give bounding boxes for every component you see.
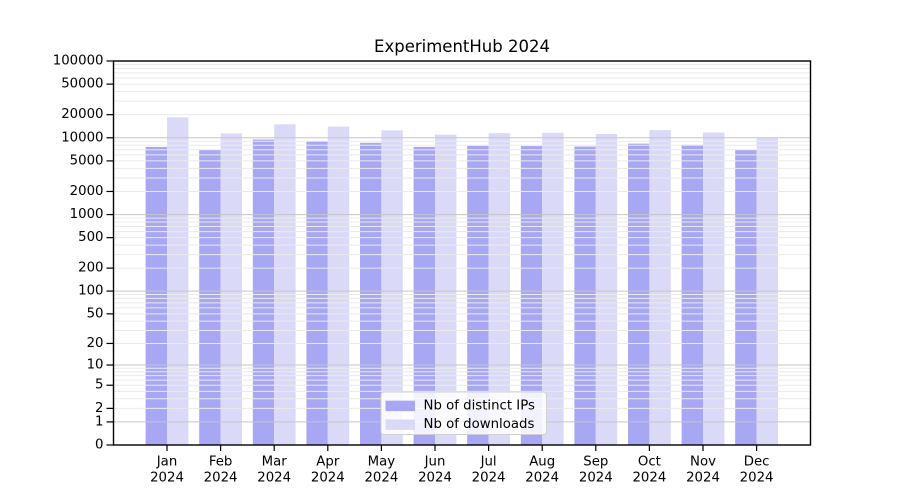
- legend-box: [380, 391, 547, 435]
- bar-downloads-oct: [649, 130, 671, 445]
- bar-downloads-aug: [542, 132, 564, 446]
- x-axis: Jan2024Feb2024Mar2024Apr2024May2024Jun20…: [150, 445, 774, 486]
- x-tick-label-month: Feb: [209, 455, 233, 470]
- x-tick-label-year: 2024: [418, 471, 452, 486]
- x-tick-label-month: Sep: [583, 455, 608, 470]
- y-tick-label: 500: [78, 230, 103, 245]
- x-tick-label-year: 2024: [686, 471, 720, 486]
- plot-frame: [112, 60, 812, 446]
- y-tick-label: 2000: [70, 184, 104, 199]
- y-tick-label: 100: [78, 284, 103, 299]
- x-tick-label-month: Jun: [424, 455, 446, 470]
- legend-label-downloads: Nb of downloads: [424, 417, 535, 432]
- x-tick-label-month: Dec: [744, 455, 770, 470]
- y-tick-label: 5000: [70, 153, 104, 168]
- bar-downloads-may: [381, 130, 403, 445]
- bar-downloads-feb: [220, 133, 242, 445]
- bar-distinct-ips-jun: [413, 146, 435, 445]
- legend-label-distinct-ips: Nb of distinct IPs: [424, 398, 536, 413]
- bar-downloads-jun: [435, 134, 457, 445]
- y-tick-label: 20000: [61, 107, 103, 122]
- bar-distinct-ips-jan: [145, 146, 167, 445]
- bar-downloads-mar: [274, 124, 296, 446]
- bar-distinct-ips-apr: [306, 141, 328, 445]
- bar-distinct-ips-sep: [574, 146, 596, 445]
- x-tick-label-month: May: [368, 455, 396, 470]
- legend: Nb of distinct IPs Nb of downloads: [380, 391, 547, 435]
- y-tick-label: 1000: [70, 207, 104, 222]
- bar-downloads-apr: [327, 126, 350, 445]
- bar-distinct-ips-dec: [735, 149, 757, 445]
- bar-downloads-jan: [167, 117, 189, 445]
- x-tick-label-month: Jan: [156, 455, 178, 470]
- x-tick-label-month: Aug: [529, 455, 555, 470]
- y-tick-label: 50: [87, 306, 104, 321]
- y-tick-label: 50000: [61, 77, 103, 92]
- x-tick-label-year: 2024: [257, 471, 291, 486]
- bar-downloads-sep: [595, 134, 618, 445]
- x-tick-label-year: 2024: [311, 471, 345, 486]
- x-tick-label-year: 2024: [204, 471, 238, 486]
- y-tick-label: 5: [95, 378, 103, 393]
- bar-downloads-nov: [703, 132, 725, 445]
- y-tick-label: 100000: [53, 53, 104, 68]
- x-tick-label-year: 2024: [364, 471, 398, 486]
- x-tick-label-year: 2024: [472, 471, 506, 486]
- x-tick-label-month: Nov: [690, 455, 716, 470]
- x-tick-label-month: Jul: [480, 455, 497, 470]
- bar-distinct-ips-aug: [520, 146, 543, 445]
- bar-distinct-ips-feb: [199, 149, 221, 445]
- y-tick-label: 10: [87, 358, 104, 373]
- chart-title: ExperimentHub 2024: [374, 37, 550, 56]
- y-tick-label: 2: [95, 401, 103, 416]
- y-axis: 1000005000020000100005000200010005002001…: [53, 53, 114, 453]
- y-tick-label: 200: [78, 261, 103, 276]
- y-tick-label: 0: [95, 438, 103, 453]
- legend-swatch-distinct-ips: [385, 400, 415, 412]
- y-tick-label: 10000: [61, 130, 103, 145]
- legend-swatch-downloads: [385, 419, 415, 430]
- bar-downloads-jul: [488, 133, 510, 445]
- x-tick-label-month: Oct: [638, 455, 661, 470]
- x-tick-label-year: 2024: [525, 471, 559, 486]
- x-tick-label-year: 2024: [740, 471, 774, 486]
- minor-gridlines: [113, 64, 811, 409]
- x-tick-label-year: 2024: [632, 471, 666, 486]
- x-tick-label-year: 2024: [150, 471, 184, 486]
- x-tick-label-month: Apr: [316, 455, 340, 470]
- x-tick-label-year: 2024: [579, 471, 613, 486]
- bar-distinct-ips-may: [360, 142, 382, 445]
- x-tick-label-month: Mar: [262, 455, 288, 470]
- y-tick-label: 20: [87, 336, 104, 351]
- bar-distinct-ips-jul: [467, 145, 489, 446]
- y-tick-label: 1: [95, 414, 103, 429]
